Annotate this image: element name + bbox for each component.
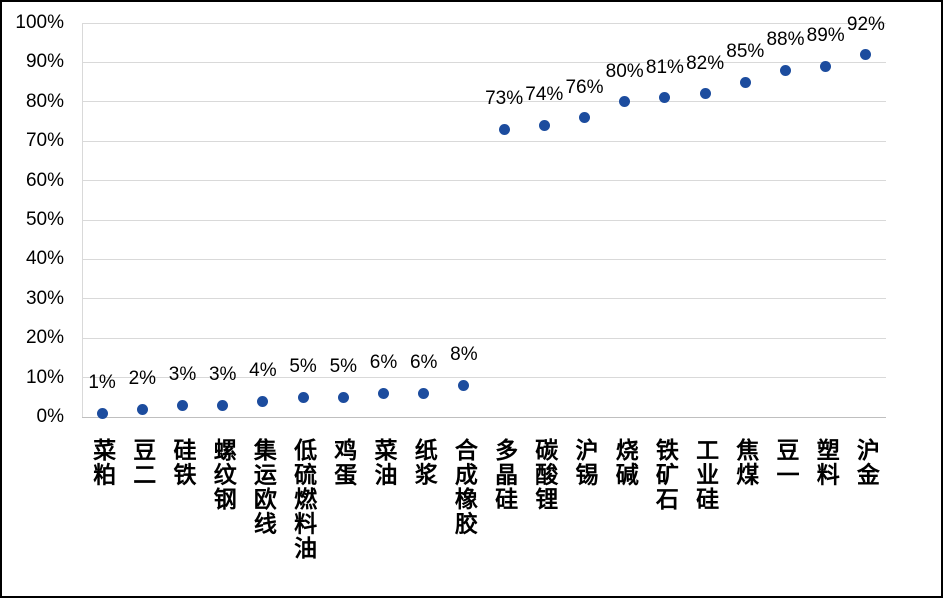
- data-point: [619, 96, 631, 108]
- gridline: [82, 101, 886, 103]
- data-point-label: 4%: [249, 360, 277, 382]
- data-point-label: 82%: [686, 52, 725, 74]
- gridline: [82, 22, 886, 24]
- x-axis-category-label: 豆二: [129, 438, 156, 487]
- y-axis-tick-label: 40%: [25, 248, 64, 270]
- x-axis-category-label: 螺纹钢: [210, 438, 237, 512]
- y-axis-line: [82, 23, 83, 417]
- data-point-label: 92%: [846, 13, 885, 35]
- y-axis-tick-label: 20%: [25, 327, 64, 349]
- data-point-label: 81%: [645, 56, 684, 78]
- data-point: [659, 92, 671, 104]
- y-axis-tick-label: 0%: [36, 406, 64, 427]
- data-point: [538, 119, 550, 131]
- data-point: [217, 399, 229, 411]
- gridline: [82, 140, 886, 142]
- x-axis-category-label: 合成橡胶: [451, 438, 478, 536]
- y-axis-tick-label: 50%: [25, 209, 64, 230]
- gridline: [82, 377, 886, 379]
- x-axis-category-label: 低硫燃料油: [290, 438, 317, 561]
- data-point: [257, 395, 269, 407]
- data-point: [780, 64, 791, 76]
- data-point-label: 89%: [806, 25, 845, 47]
- gridline: [82, 258, 886, 260]
- y-axis-tick-label: 30%: [25, 287, 64, 309]
- data-point: [860, 49, 872, 61]
- data-point: [739, 76, 751, 88]
- x-axis-category-label: 焦煤: [732, 438, 759, 487]
- y-axis-tick-label: 100%: [15, 12, 64, 33]
- x-axis-category-label: 沪金: [853, 438, 880, 487]
- data-point-label: 2%: [128, 368, 157, 390]
- data-point-label: 5%: [329, 356, 358, 378]
- data-point: [297, 391, 309, 403]
- x-axis-category-label: 碳酸锂: [531, 438, 558, 512]
- y-axis-tick-label: 10%: [25, 366, 64, 388]
- gridline: [82, 337, 886, 339]
- data-point-label: 74%: [525, 84, 564, 106]
- data-point: [418, 387, 430, 399]
- data-point-label: 88%: [766, 29, 805, 51]
- x-axis-category-label: 烧碱: [612, 438, 639, 487]
- x-axis-category-label: 菜油: [371, 438, 397, 487]
- x-axis-category-label: 工业硅: [692, 438, 719, 512]
- x-axis-category-label: 豆一: [773, 438, 799, 487]
- data-point-label: 8%: [450, 344, 478, 366]
- y-axis-tick-label: 70%: [25, 130, 64, 152]
- y-axis-tick-label: 90%: [25, 51, 64, 73]
- data-point-label: 85%: [726, 41, 765, 63]
- data-point: [136, 403, 148, 415]
- data-point: [177, 399, 188, 411]
- data-point-label: 3%: [208, 364, 237, 386]
- data-point-label: 6%: [409, 352, 438, 374]
- data-point-label: 76%: [565, 76, 604, 98]
- x-axis-line: [82, 416, 886, 418]
- data-point: [498, 123, 510, 135]
- data-point: [699, 88, 711, 100]
- x-axis-category-label: 铁矿石: [652, 438, 679, 512]
- x-axis-category-label: 硅铁: [170, 438, 196, 487]
- gridline: [82, 61, 886, 63]
- data-point: [337, 391, 349, 403]
- data-point: [96, 407, 108, 419]
- x-axis-category-label: 纸浆: [411, 438, 438, 487]
- gridline: [82, 219, 886, 221]
- data-point-label: 6%: [369, 352, 398, 374]
- data-point: [820, 60, 832, 72]
- x-axis-category-label: 多晶硅: [491, 438, 518, 512]
- x-axis-category-label: 沪锡: [572, 438, 598, 487]
- gridline: [82, 180, 886, 182]
- y-axis-tick-label: 80%: [25, 90, 64, 112]
- data-point-label: 80%: [605, 60, 644, 82]
- gridline: [82, 298, 886, 300]
- data-point-label: 73%: [485, 88, 524, 110]
- y-axis-tick-label: 60%: [25, 169, 64, 191]
- x-axis-category-label: 菜粕: [89, 438, 116, 487]
- data-point-label: 5%: [289, 356, 317, 378]
- x-axis-category-label: 集运欧线: [250, 438, 277, 536]
- data-point: [378, 387, 389, 399]
- data-point: [458, 379, 470, 391]
- data-point-label: 1%: [88, 372, 116, 394]
- x-axis-category-label: 塑料: [813, 438, 840, 487]
- x-axis-category-label: 鸡蛋: [330, 438, 357, 487]
- data-point-label: 3%: [168, 364, 197, 386]
- data-point: [579, 112, 590, 124]
